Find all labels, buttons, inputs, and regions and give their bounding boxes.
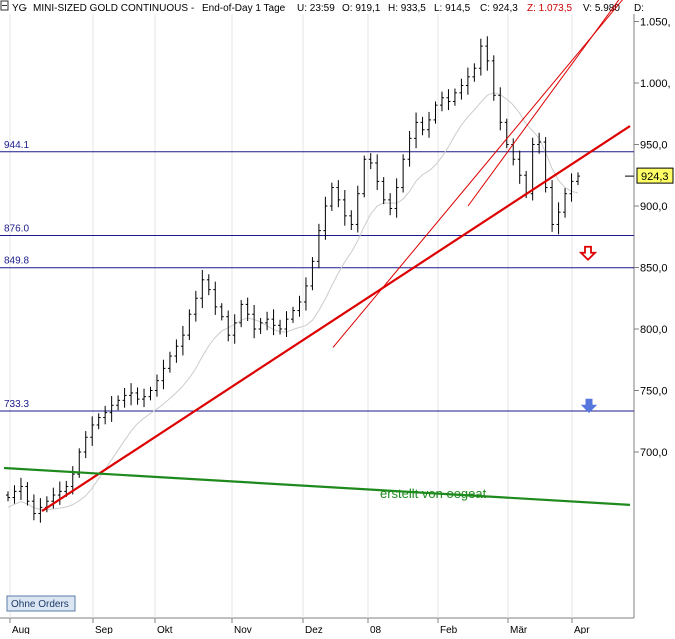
last-price-marker: 924,3: [625, 167, 674, 184]
x-tick-label: Feb: [440, 625, 458, 634]
annotation-text: erstellt von oegeat: [380, 486, 487, 501]
ohne-orders-button-bg[interactable]: [6, 595, 76, 612]
horizontal-level-label: 733.3: [4, 399, 29, 410]
red-down-arrow: [578, 245, 598, 262]
header-period: End-of-Day 1 Tage: [202, 3, 286, 14]
red-trendline: [41, 125, 631, 512]
horizontal-level-label: 849.8: [4, 256, 29, 267]
header-z: Z: 1.073,5: [527, 3, 572, 14]
header-separator: -: [24, 3, 27, 14]
x-axis-ticks: Aug Sep Okt Nov Dez 08 Feb Mär Apr: [9, 618, 590, 636]
x-tick-label: Sep: [95, 625, 113, 634]
horizontal-level-label: 944.1: [4, 140, 29, 151]
header-open: O: 919,1: [342, 3, 381, 14]
header-high: H: 933,5: [388, 3, 426, 14]
y-tick-label: 700,0: [640, 447, 668, 459]
ohne-orders-button-label[interactable]: Ohne Orders: [11, 599, 69, 610]
x-tick-label: Aug: [12, 625, 30, 634]
header-symbol: YG: [12, 3, 27, 14]
header-d: D:: [634, 3, 644, 14]
blue-down-arrow-shape: [580, 398, 598, 413]
x-tick-label: Okt: [157, 625, 173, 634]
header-close: C: 924,3: [480, 3, 518, 14]
horizontal-levels: 944.1 876.0 849.8 733.3: [0, 140, 634, 412]
x-tick-label: Apr: [574, 625, 590, 634]
ohne-orders-button[interactable]: Ohne Orders: [6, 595, 76, 612]
x-tick-label: Dez: [305, 625, 323, 634]
price-bars: [6, 36, 580, 523]
y-tick-label: 900,0: [640, 201, 668, 213]
green-trendline: [3, 466, 631, 506]
red-trendline: [332, 0, 623, 348]
x-tick-label: Mär: [510, 625, 528, 634]
header-separator-2: -: [191, 3, 194, 14]
collapse-icon[interactable]: [0, 0, 9, 11]
y-tick-label: 850,0: [640, 263, 668, 275]
y-tick-label: 950,0: [640, 140, 668, 152]
y-tick-label: 800,0: [640, 324, 668, 336]
x-tick-label: Nov: [234, 625, 252, 634]
header-low: L: 914,5: [434, 3, 471, 14]
y-tick-label: 750,0: [640, 386, 668, 398]
y-axis-ticks: 1.050, 1.000, 950,0 900,0 850,0 800,0 750,0 700…: [634, 17, 671, 459]
header-time: U: 23:59: [297, 3, 335, 14]
grid-layer: [9, 14, 573, 618]
horizontal-level-label: 876.0: [4, 224, 29, 235]
last-price-box: [636, 167, 674, 184]
red-trendline: [467, 0, 620, 207]
header-v: V: 5.980: [583, 3, 620, 14]
header-name: MINI-SIZED GOLD CONTINUOUS: [33, 3, 188, 14]
y-tick-label: 1.050,: [640, 17, 671, 29]
blue-down-arrow: [580, 398, 598, 413]
last-price-label: 924,3: [641, 171, 669, 183]
x-tick-label: 08: [370, 625, 382, 634]
red-down-arrow-shape: [578, 245, 598, 262]
trendlines[interactable]: [3, 0, 631, 512]
y-tick-label: 1.000,: [640, 78, 671, 90]
